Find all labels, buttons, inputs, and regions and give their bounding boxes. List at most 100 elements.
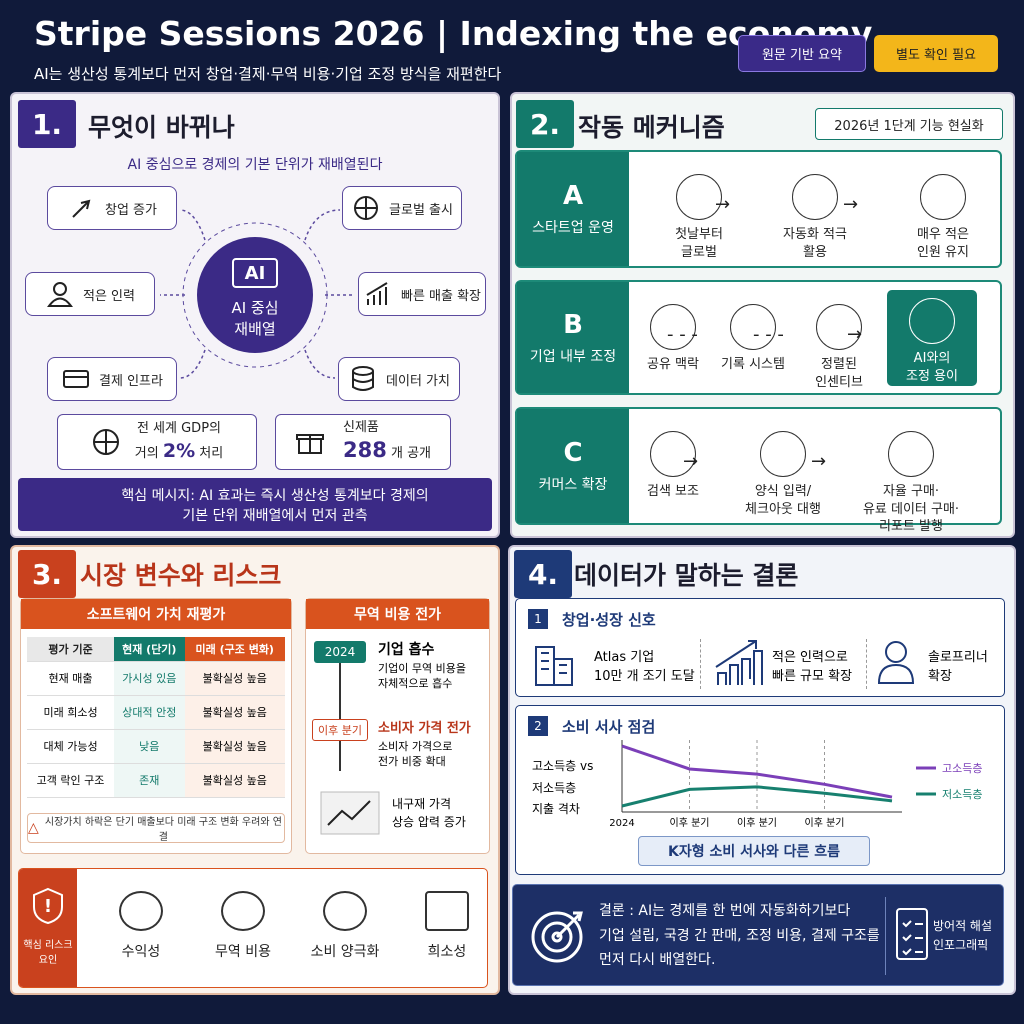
icon xyxy=(715,640,763,685)
risk-item: 무역 비용 xyxy=(215,944,271,960)
node-label: 빠른 매출 확장 xyxy=(400,288,482,304)
table-row: 고객 락인 구조 존재 불확실성 높음 xyxy=(27,763,285,798)
trade-title: 무역 비용 전가 xyxy=(306,599,489,629)
cell: 불확실성 높음 xyxy=(184,661,285,696)
cell: 상대적 안정 xyxy=(114,695,185,730)
step-icon xyxy=(730,304,776,350)
connectors xyxy=(160,209,355,379)
cell: 낮음 xyxy=(114,729,185,764)
node-label: 결제 인프라 xyxy=(99,373,163,389)
arrow: → xyxy=(843,194,859,215)
badge: 2026년 1단계 기능 현실화 xyxy=(815,108,1003,140)
step: 첫날부터 글로벌 xyxy=(639,174,759,261)
table-card: 소프트웨어 가치 재평가 평가 기준 현재 (단기) 미래 (구조 변화) 현재 매출… xyxy=(20,598,292,854)
timeline xyxy=(339,661,341,771)
step: 자율 구매· 유료 데이터 구매· 리포트 발행 xyxy=(851,431,971,536)
risk-item: 소비 양극화 xyxy=(310,944,380,960)
risk-icon xyxy=(119,891,163,931)
panel-title: 데이터가 말하는 결론 xyxy=(574,561,799,590)
step-label: 기록 시스템 xyxy=(721,357,785,372)
icon xyxy=(535,646,573,686)
step: 자동화 적극 활용 xyxy=(755,174,875,261)
panel-number: 2. xyxy=(516,100,574,148)
title: Stripe Sessions 2026 | Indexing the econ… xyxy=(34,14,873,53)
series-line xyxy=(621,744,893,799)
step-icon xyxy=(760,431,806,477)
arrow: - - - xyxy=(667,324,698,345)
cell: 현재 매출 xyxy=(27,661,115,696)
row-letter: B xyxy=(563,309,583,340)
row-letter: A xyxy=(562,181,584,211)
row-label: B 기업 내부 조정 xyxy=(517,282,629,393)
step-desc: 소비자 가격으로 전가 비중 확대 xyxy=(378,740,453,769)
section-number: 2 xyxy=(528,716,548,736)
row-label: C 커머스 확장 xyxy=(517,409,629,523)
series-line xyxy=(621,785,893,808)
risk-item: 수익성 xyxy=(121,944,161,960)
row-letter: C xyxy=(563,438,583,468)
icon xyxy=(877,641,915,684)
section-title: 소비 서사 점검 xyxy=(562,718,656,736)
mechanism-row: C 커머스 확장 검색 보조 양식 입력/ 체크아웃 대행 → 자율 구매· 유료 데이터… xyxy=(515,407,1002,534)
signal: Atlas 기업 10만 개 조기 도달 xyxy=(594,650,695,684)
stat-label: 신제품 xyxy=(343,419,379,435)
x-tick-label: 2024 xyxy=(609,818,634,829)
tag: 방어적 해설 인포그래픽 xyxy=(933,919,993,953)
step-tag: 이후 분기 xyxy=(312,719,368,741)
legend-label: 저소득층 xyxy=(942,788,982,801)
panel-title: 작동 메커니즘 xyxy=(578,113,725,142)
panel-number: 3. xyxy=(18,550,76,598)
node: 데이터 가치 xyxy=(338,357,460,401)
cell: 불확실성 높음 xyxy=(184,729,285,764)
risk-icon xyxy=(221,891,265,931)
step: 양식 입력/ 체크아웃 대행 xyxy=(723,431,843,518)
step-label: 매우 적은 인원 유지 xyxy=(917,227,969,260)
table-title: 소프트웨어 가치 재평가 xyxy=(21,599,291,629)
panel-title: 시장 변수와 리스크 xyxy=(80,561,282,590)
cell: 고객 락인 구조 xyxy=(27,763,115,798)
cell: 불확실성 높음 xyxy=(184,763,285,798)
risk-icon xyxy=(425,891,469,931)
icon xyxy=(352,366,375,391)
step-title: 기업 흡수 xyxy=(378,642,435,658)
center-label: AI 중심 재배열 xyxy=(231,299,279,338)
node: 결제 인프라 xyxy=(47,357,177,401)
step-icon xyxy=(909,298,955,344)
cell: 존재 xyxy=(114,763,185,798)
table-row: 미래 희소성 상대적 안정 불확실성 높음 xyxy=(27,695,285,730)
cell: 가시성 있음 xyxy=(114,661,185,696)
panel-subtitle: AI 중심으로 경제의 기본 단위가 재배열된다 xyxy=(127,157,383,173)
divider xyxy=(700,639,701,689)
cell: 불확실성 높음 xyxy=(184,695,285,730)
step: 기록 시스템 xyxy=(693,304,813,374)
cell: 미래 희소성 xyxy=(27,695,115,730)
icon: ! xyxy=(33,887,63,925)
row-title: 커머스 확장 xyxy=(538,477,608,493)
step: AI와의 조정 용이 xyxy=(887,290,977,386)
step-icon xyxy=(650,431,696,477)
step-icon xyxy=(650,304,696,350)
node-label: 데이터 가치 xyxy=(386,373,450,389)
stat-suffix: 개 공개 xyxy=(390,445,431,461)
step-icon xyxy=(676,174,722,220)
risk-icon xyxy=(323,891,367,931)
section: 1 창업·성장 신호 Atlas 기업 10만 개 조기 도달 적은 인력으로 … xyxy=(515,598,1005,697)
stat-prefix: 거의 xyxy=(134,445,159,461)
icon xyxy=(296,434,324,454)
step-label: 공유 맥락 xyxy=(647,357,699,372)
risk-label: 핵심 리스크 요인 xyxy=(23,940,73,966)
node-label: 창업 증가 xyxy=(105,202,157,218)
arrow: → xyxy=(811,451,827,472)
divider xyxy=(885,897,886,975)
step-label: 검색 보조 xyxy=(647,484,699,499)
stat: 신제품 288 개 공개 xyxy=(275,414,451,470)
stat-value: 2% xyxy=(162,439,196,462)
icon xyxy=(72,199,91,218)
badge: 별도 확인 필요 xyxy=(874,35,998,72)
stat: 전 세계 GDP의 거의 2% 처리 xyxy=(57,414,257,470)
arrow: → xyxy=(683,451,699,472)
icon xyxy=(47,282,73,307)
row-title: 스타트업 운영 xyxy=(532,220,614,236)
icon xyxy=(320,791,380,835)
step: 정렬된 인센티브 xyxy=(779,304,899,391)
